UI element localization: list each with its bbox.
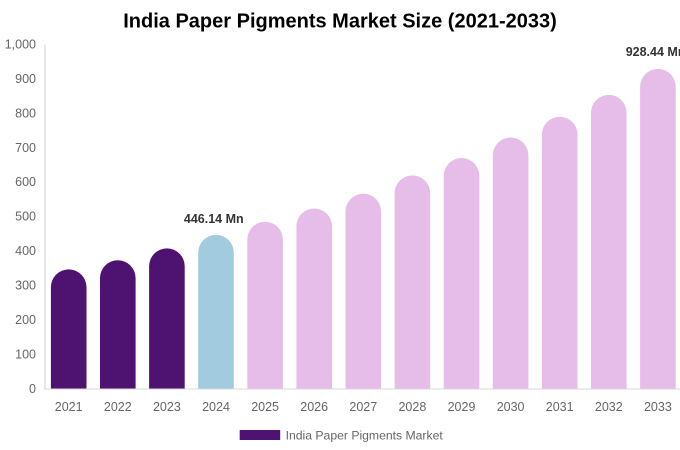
svg-text:300: 300: [15, 279, 36, 293]
svg-text:100: 100: [15, 347, 36, 361]
svg-text:2032: 2032: [595, 400, 623, 414]
svg-text:2025: 2025: [251, 400, 279, 414]
svg-text:446.14 Mn: 446.14 Mn: [184, 212, 244, 226]
svg-text:2026: 2026: [300, 400, 328, 414]
svg-text:2029: 2029: [448, 400, 476, 414]
svg-text:800: 800: [15, 106, 36, 120]
svg-text:2030: 2030: [497, 400, 525, 414]
svg-text:900: 900: [15, 72, 36, 86]
svg-text:1,000: 1,000: [5, 38, 36, 52]
svg-text:700: 700: [15, 141, 36, 155]
svg-text:India Paper Pigments Market Si: India Paper Pigments Market Size (2021-2…: [123, 10, 557, 32]
svg-text:2022: 2022: [104, 400, 132, 414]
svg-text:928.44 Mn: 928.44 Mn: [626, 45, 680, 59]
svg-text:India Paper Pigments Market: India Paper Pigments Market: [286, 428, 444, 442]
svg-text:2024: 2024: [202, 400, 230, 414]
svg-text:500: 500: [15, 210, 36, 224]
svg-text:2021: 2021: [55, 400, 83, 414]
svg-text:200: 200: [15, 313, 36, 327]
svg-text:2031: 2031: [546, 400, 574, 414]
svg-text:2028: 2028: [398, 400, 426, 414]
svg-text:600: 600: [15, 175, 36, 189]
svg-text:400: 400: [15, 244, 36, 258]
svg-text:2027: 2027: [349, 400, 377, 414]
svg-text:2033: 2033: [644, 400, 672, 414]
svg-text:0: 0: [29, 382, 36, 396]
svg-text:2023: 2023: [153, 400, 181, 414]
